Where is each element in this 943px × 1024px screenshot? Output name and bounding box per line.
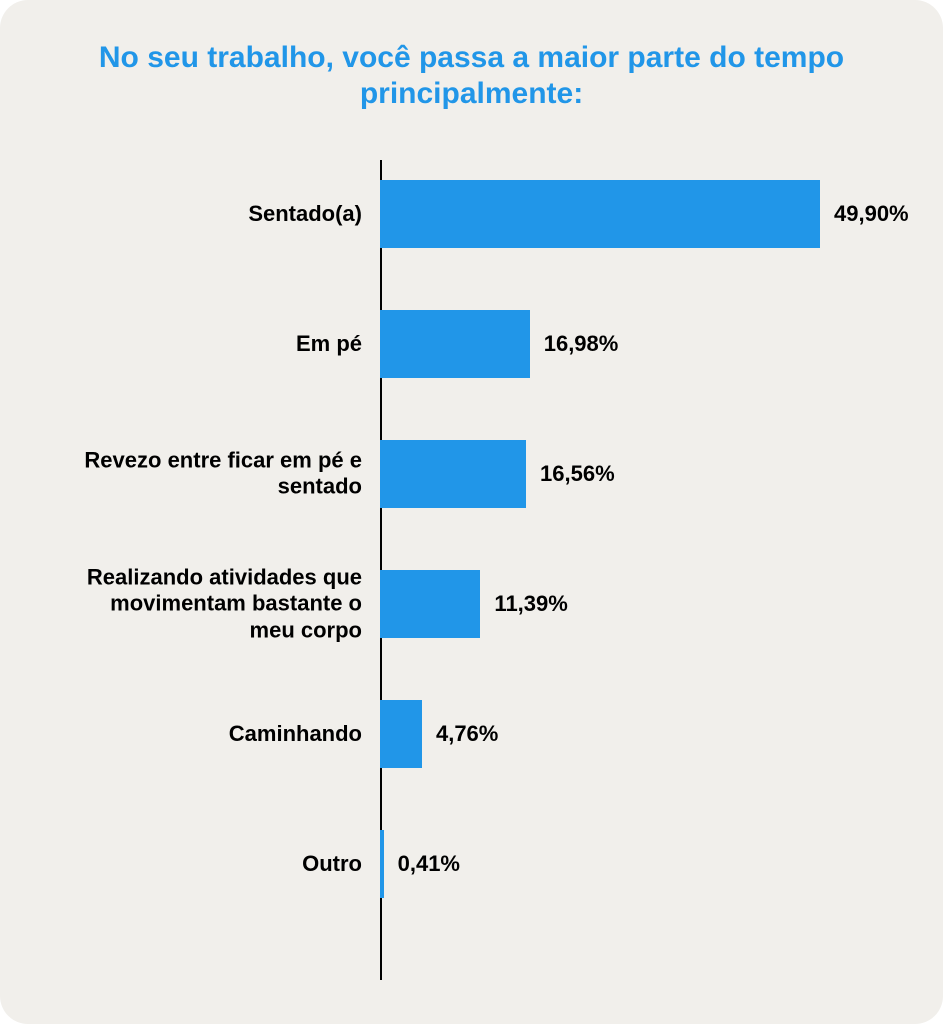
category-label: Caminhando [62, 721, 362, 747]
category-label: Em pé [62, 331, 362, 357]
bar-row: Realizando atividades que movimentam bas… [380, 570, 943, 638]
category-label: Revezo entre ficar em pé e sentado [62, 448, 362, 501]
bar-row: Revezo entre ficar em pé e sentado16,56% [380, 440, 943, 508]
bar-row: Em pé16,98% [380, 310, 943, 378]
bar-row: Outro0,41% [380, 830, 943, 898]
bar [380, 310, 530, 378]
value-label: 16,56% [540, 461, 615, 487]
bar [380, 180, 820, 248]
category-label: Sentado(a) [62, 201, 362, 227]
chart-canvas: No seu trabalho, você passa a maior part… [0, 0, 943, 1024]
category-label: Outro [62, 851, 362, 877]
value-label: 0,41% [398, 851, 460, 877]
bar-row: Caminhando4,76% [380, 700, 943, 768]
value-label: 49,90% [834, 201, 909, 227]
value-label: 16,98% [544, 331, 619, 357]
chart-plot-area: Sentado(a)49,90%Em pé16,98%Revezo entre … [0, 160, 943, 980]
bar [380, 440, 526, 508]
bar [380, 570, 480, 638]
category-label: Realizando atividades que movimentam bas… [62, 564, 362, 643]
value-label: 11,39% [494, 591, 567, 617]
bar [380, 830, 384, 898]
chart-title: No seu trabalho, você passa a maior part… [0, 40, 943, 112]
bar-row: Sentado(a)49,90% [380, 180, 943, 248]
value-label: 4,76% [436, 721, 498, 747]
bar [380, 700, 422, 768]
